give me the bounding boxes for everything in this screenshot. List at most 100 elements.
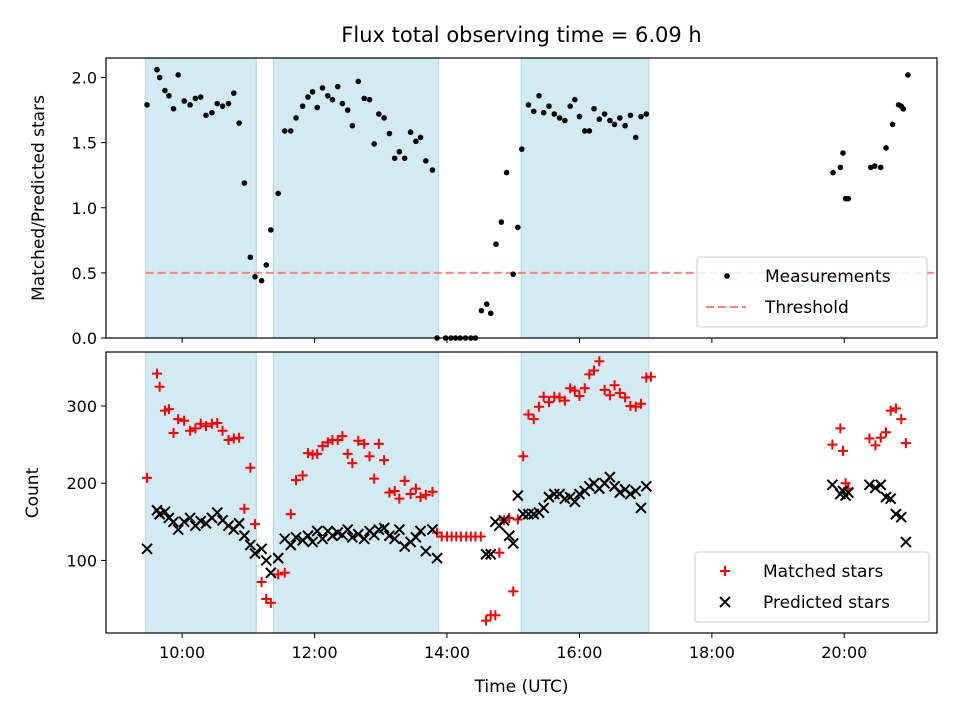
matched-star-point	[317, 441, 328, 452]
predicted-star-point	[426, 523, 439, 536]
y-tick-label: 2.0	[72, 69, 97, 88]
matched-star-point	[594, 356, 605, 367]
measurement-point	[551, 111, 558, 117]
predicted-star-point	[826, 479, 839, 491]
legend-x-icon	[719, 596, 731, 608]
predicted-star-point	[614, 486, 626, 499]
y-tick-label: 0.0	[72, 329, 97, 348]
predicted-star-point	[569, 496, 581, 508]
measurement-point	[889, 121, 896, 128]
measurement-point	[376, 111, 382, 117]
observing-interval	[273, 57, 439, 339]
x-tick-label: 18:00	[689, 643, 735, 662]
measurement-point	[830, 169, 836, 176]
predicted-star-point	[640, 480, 653, 493]
measurement-point	[162, 87, 168, 94]
measurement-point	[515, 224, 521, 231]
measurement-point	[596, 116, 603, 123]
observing-interval	[145, 57, 257, 339]
measurement-point	[314, 104, 321, 111]
matched-star-point	[589, 365, 600, 376]
measurement-point	[643, 111, 650, 117]
matched-star-point	[399, 475, 410, 486]
matched-star-point	[405, 489, 416, 500]
predicted-star-point	[260, 554, 272, 567]
measurement-point	[154, 66, 160, 73]
predicted-star-point	[222, 519, 235, 532]
matched-star-point	[900, 438, 911, 449]
matched-star-point	[291, 475, 302, 486]
measurement-point	[209, 109, 215, 116]
observing-interval	[273, 351, 439, 634]
measurement-point	[591, 105, 597, 112]
predicted-star-point	[393, 523, 406, 536]
matched-star-point	[896, 414, 907, 425]
measurement-point	[187, 102, 193, 108]
measurement-point	[144, 102, 150, 108]
measurement-point	[366, 96, 373, 103]
matched-star-point	[864, 433, 875, 444]
measurement-point	[197, 94, 204, 100]
predicted-star-point	[410, 531, 422, 543]
matched-star-point	[223, 435, 234, 446]
ratio-panel: 0.0 0.5 1.0 1.5 2.0 Measurements Threshold	[72, 57, 938, 348]
measurement-point	[391, 155, 398, 162]
matched-star-point	[151, 368, 162, 379]
matched-star-point	[369, 473, 380, 484]
predicted-star-point	[244, 539, 257, 551]
measurement-point	[258, 277, 265, 284]
predicted-star-point	[890, 508, 902, 520]
legend-label: Predicted stars	[763, 593, 890, 613]
measurement-point	[381, 115, 387, 121]
predicted-star-point	[233, 517, 245, 530]
top-y-axis-label: Matched/Predicted stars	[29, 95, 49, 301]
predicted-star-point	[211, 506, 223, 519]
measurement-point	[601, 111, 608, 117]
count-panel: 100 200 300 10:00 12:00 14:00 16:00 18:00 20:00 M…	[66, 351, 938, 662]
matched-star-point	[353, 435, 364, 446]
predicted-star-point	[900, 536, 912, 548]
matched-star-point	[559, 395, 570, 406]
x-tick-label: 10:00	[159, 643, 205, 662]
observing-interval	[520, 57, 650, 339]
measurement-point	[247, 254, 254, 261]
measurement-point	[175, 72, 181, 78]
legend-box	[694, 551, 930, 623]
measurement-point	[396, 148, 403, 155]
predicted-star-point	[875, 479, 887, 491]
matched-star-point	[538, 391, 549, 402]
matched-star-point	[265, 597, 276, 608]
x-tick-label: 12:00	[292, 643, 338, 662]
predicted-star-point	[895, 511, 907, 523]
measurement-point	[536, 92, 542, 99]
measurement-point	[170, 105, 177, 112]
matched-star-point	[543, 397, 554, 408]
bottom-y-axis-label: Count	[23, 467, 43, 518]
matched-star-point	[523, 409, 534, 420]
matched-star-point	[239, 503, 250, 514]
matched-star-point	[359, 438, 370, 449]
matched-star-point	[142, 472, 153, 483]
measurement-point	[837, 164, 844, 171]
measurement-point	[263, 262, 270, 268]
measurement-point	[429, 167, 436, 173]
legend-label: Threshold	[764, 298, 849, 318]
matched-star-point	[604, 390, 615, 401]
predicted-star-point	[167, 516, 180, 528]
matched-star-point	[279, 567, 290, 578]
predicted-star-point	[302, 530, 314, 542]
x-tick-label: 14:00	[424, 643, 470, 662]
measurement-point	[905, 72, 911, 78]
predicted-star-point	[869, 482, 882, 494]
matched-star-point	[620, 392, 631, 403]
measurement-point	[423, 158, 429, 164]
measurement-point	[607, 117, 613, 124]
measurement-point	[840, 150, 846, 156]
measurement-point	[192, 95, 199, 102]
predicted-star-point	[378, 522, 390, 534]
matched-star-point	[302, 448, 313, 459]
matched-star-point	[614, 387, 625, 398]
measurement-point	[344, 107, 351, 113]
legend-dot-icon	[724, 273, 730, 279]
matched-star-point	[173, 414, 184, 425]
